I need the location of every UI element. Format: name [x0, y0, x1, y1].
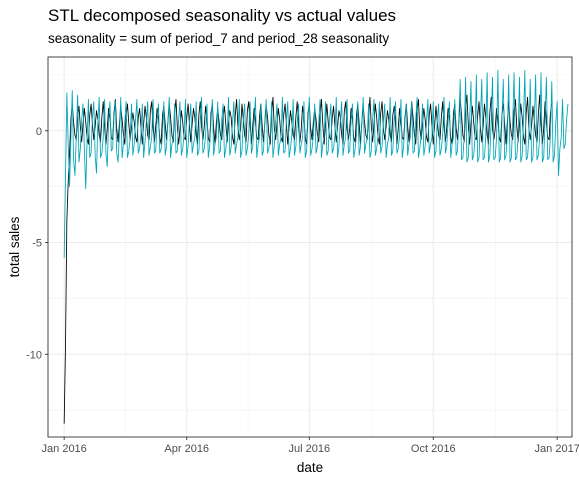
x-tick-label: Jul 2016 — [289, 443, 331, 455]
x-tick-label: Oct 2016 — [411, 443, 456, 455]
y-axis: 0 -5 -10 — [26, 126, 48, 362]
x-tick-label: Apr 2016 — [164, 443, 209, 455]
x-axis: Jan 2016 Apr 2016 Jul 2016 Oct 2016 Jan 2017 — [42, 437, 579, 455]
y-axis-title: total sales — [7, 216, 22, 277]
x-tick-label: Jan 2016 — [42, 443, 87, 455]
y-tick-label: 0 — [36, 126, 42, 138]
y-tick-label: -10 — [26, 349, 42, 361]
x-tick-label: Jan 2017 — [535, 443, 579, 455]
x-axis-title: date — [297, 460, 323, 475]
y-tick-label: -5 — [32, 238, 42, 250]
